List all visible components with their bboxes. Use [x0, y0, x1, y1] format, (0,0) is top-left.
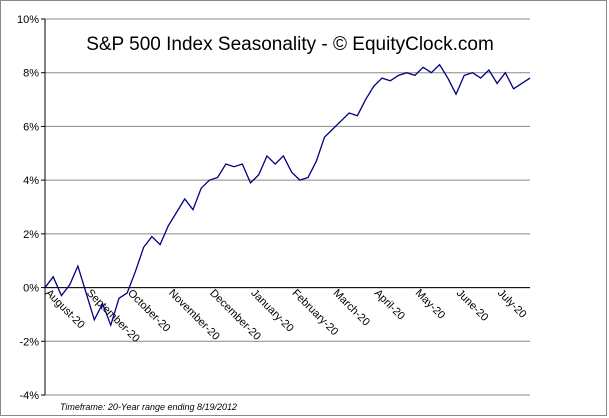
y-tick-label: -4% [19, 390, 39, 402]
footnote: Timeframe: 20-Year range ending 8/19/201… [60, 402, 237, 412]
chart-title: S&P 500 Index Seasonality - © EquityCloc… [86, 34, 494, 55]
y-tick-label: 6% [23, 121, 39, 133]
y-tick-label: 4% [23, 175, 39, 187]
series-line [44, 63, 531, 328]
y-tick-label: 8% [23, 68, 39, 80]
y-tick-label: 0% [23, 283, 39, 295]
y-tick-label: 2% [23, 229, 39, 241]
y-tick-label: 10% [17, 14, 39, 26]
y-tick-label: -2% [19, 336, 39, 348]
